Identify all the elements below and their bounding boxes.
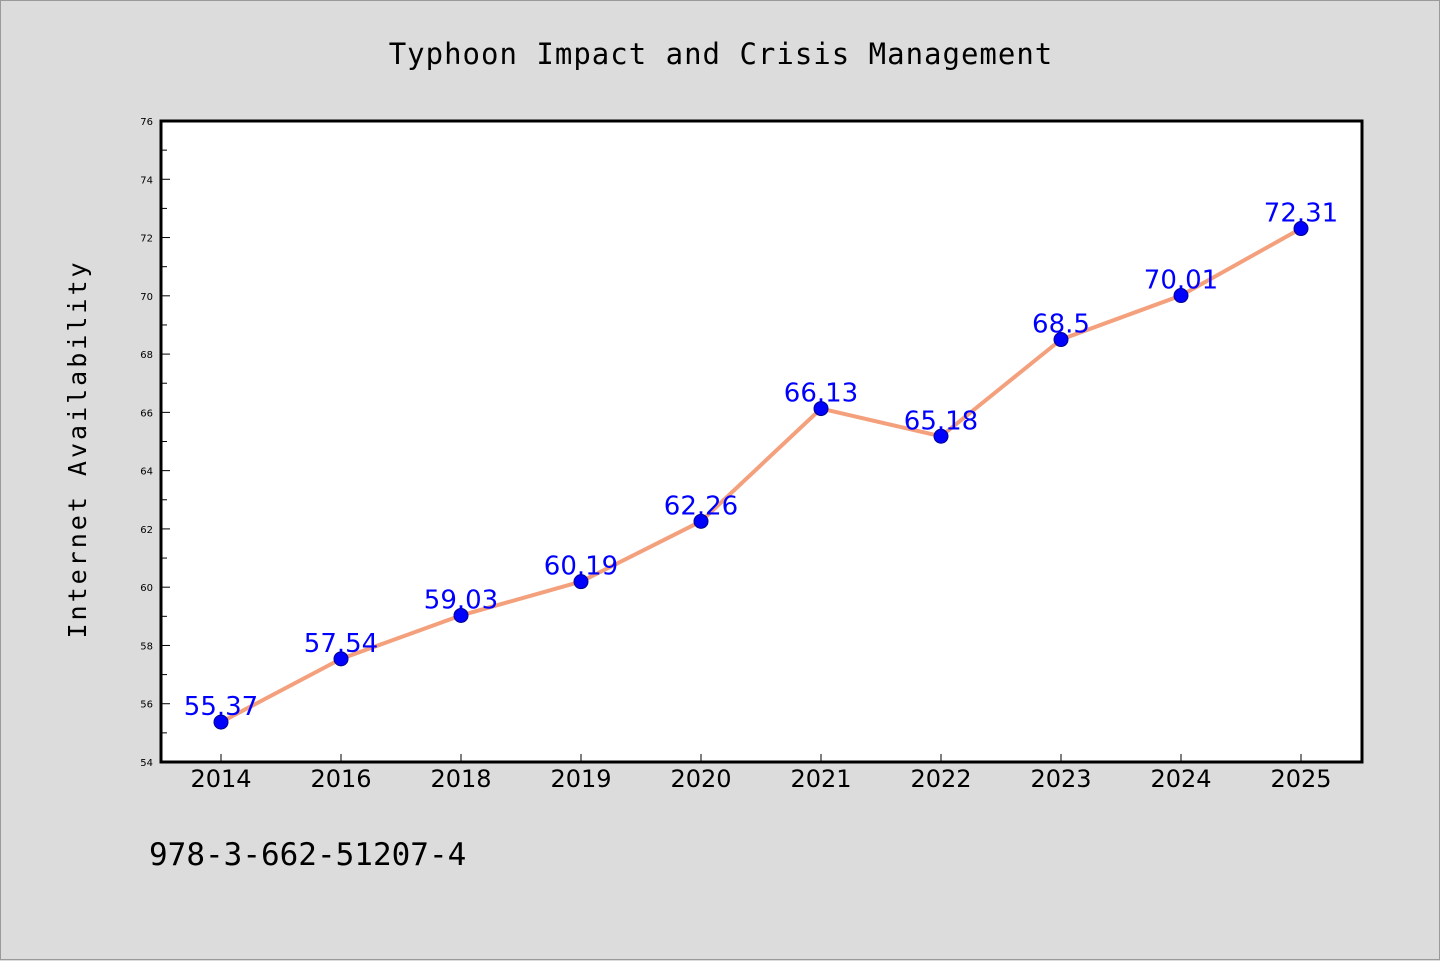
x-tick-label: 2018 <box>430 765 491 793</box>
x-tick-label: 2023 <box>1030 765 1091 793</box>
data-point-label: 72.31 <box>1264 199 1338 229</box>
data-point-marker <box>813 401 829 417</box>
x-tick-label: 2019 <box>550 765 611 793</box>
data-point-label: 55.37 <box>184 692 258 722</box>
y-tick-label: 72 <box>140 234 153 245</box>
y-tick-label: 66 <box>140 408 153 419</box>
data-point-marker <box>1173 288 1189 304</box>
y-tick-label: 64 <box>140 467 153 478</box>
data-point-marker <box>693 513 709 529</box>
series-line <box>219 226 1303 725</box>
y-tick-label: 58 <box>140 641 153 652</box>
data-point-label: 59.03 <box>424 585 498 615</box>
x-tick-label: 2014 <box>190 765 251 793</box>
data-point-marker <box>333 651 349 667</box>
y-tick-label: 68 <box>140 350 153 361</box>
y-tick-label: 76 <box>140 117 153 128</box>
y-tick-label: 56 <box>140 700 153 711</box>
plot-area <box>161 121 1362 762</box>
data-point-marker <box>573 574 589 590</box>
x-tick-label: 2020 <box>670 765 731 793</box>
y-tick-label: 74 <box>140 175 153 186</box>
data-point-marker <box>1293 221 1309 237</box>
chart-title: Typhoon Impact and Crisis Management <box>389 37 1054 71</box>
data-point-label: 62.26 <box>664 491 738 521</box>
y-tick-label: 62 <box>140 525 153 536</box>
data-labels: 55.37 57.54 59.03 60.19 62.26 66.13 65.18 68.5 7… <box>184 199 1338 723</box>
data-point-marker <box>933 428 949 444</box>
data-point-label: 66.13 <box>784 379 858 409</box>
data-point-label: 68.5 <box>1032 310 1090 340</box>
x-tick-label: 2021 <box>790 765 851 793</box>
data-point-label: 57.54 <box>304 629 378 659</box>
data-point-label: 60.19 <box>544 552 618 582</box>
x-tick-label: 2024 <box>1150 765 1211 793</box>
series-markers <box>213 221 1309 730</box>
data-point-marker <box>213 714 229 730</box>
data-point-label: 70.01 <box>1144 266 1218 296</box>
plot-border <box>159 119 1364 764</box>
y-tick-label: 60 <box>140 583 153 594</box>
y-axis-label: Internet Availability <box>63 259 92 638</box>
x-axis-ticks: 2014 2016 2018 2019 2020 2021 2022 2023 2024 2025 <box>190 754 1332 793</box>
x-tick-label: 2025 <box>1270 765 1331 793</box>
data-point-label: 65.18 <box>904 406 978 436</box>
x-tick-label: 2022 <box>910 765 971 793</box>
y-tick-label: 70 <box>140 292 153 303</box>
data-point-marker <box>1053 332 1069 348</box>
x-tick-label: 2016 <box>310 765 371 793</box>
data-point-marker <box>453 607 469 623</box>
isbn-text: 978-3-662-51207-4 <box>149 837 466 873</box>
y-tick-label: 54 <box>140 758 153 769</box>
